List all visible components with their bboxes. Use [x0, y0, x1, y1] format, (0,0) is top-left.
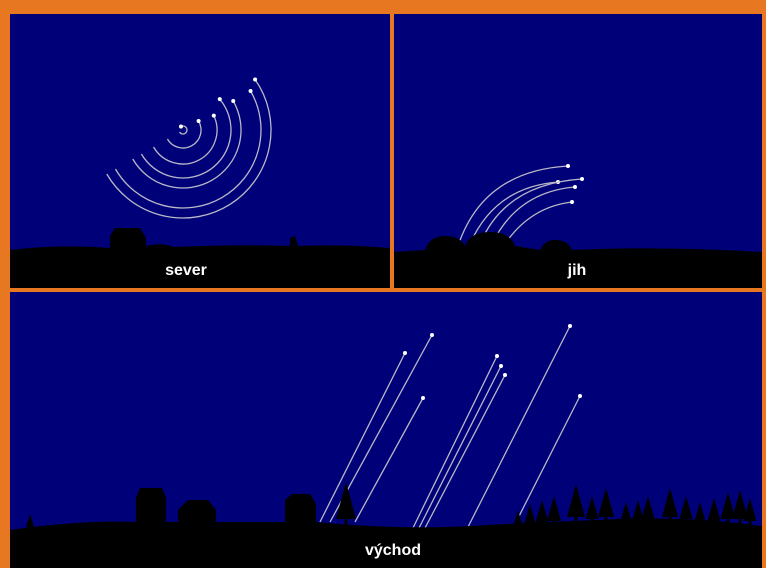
panel-label: sever [165, 262, 207, 279]
star [179, 125, 183, 129]
star [495, 354, 499, 358]
star [430, 333, 434, 337]
page: sever jih východ (() => { const data = J… [0, 0, 766, 568]
star [249, 89, 253, 93]
star [421, 396, 425, 400]
star [580, 177, 584, 181]
star [568, 324, 572, 328]
star [566, 164, 570, 168]
star [499, 364, 503, 368]
star [573, 185, 577, 189]
star [231, 99, 235, 103]
star [403, 351, 407, 355]
panel-label: jih [567, 262, 587, 279]
star [578, 394, 582, 398]
star [253, 78, 257, 82]
star-trails-illustration: sever jih východ [0, 0, 766, 568]
star [197, 119, 201, 123]
panel-label: východ [365, 542, 421, 559]
star [570, 200, 574, 204]
star [503, 373, 507, 377]
star [212, 114, 216, 118]
star [218, 97, 222, 101]
